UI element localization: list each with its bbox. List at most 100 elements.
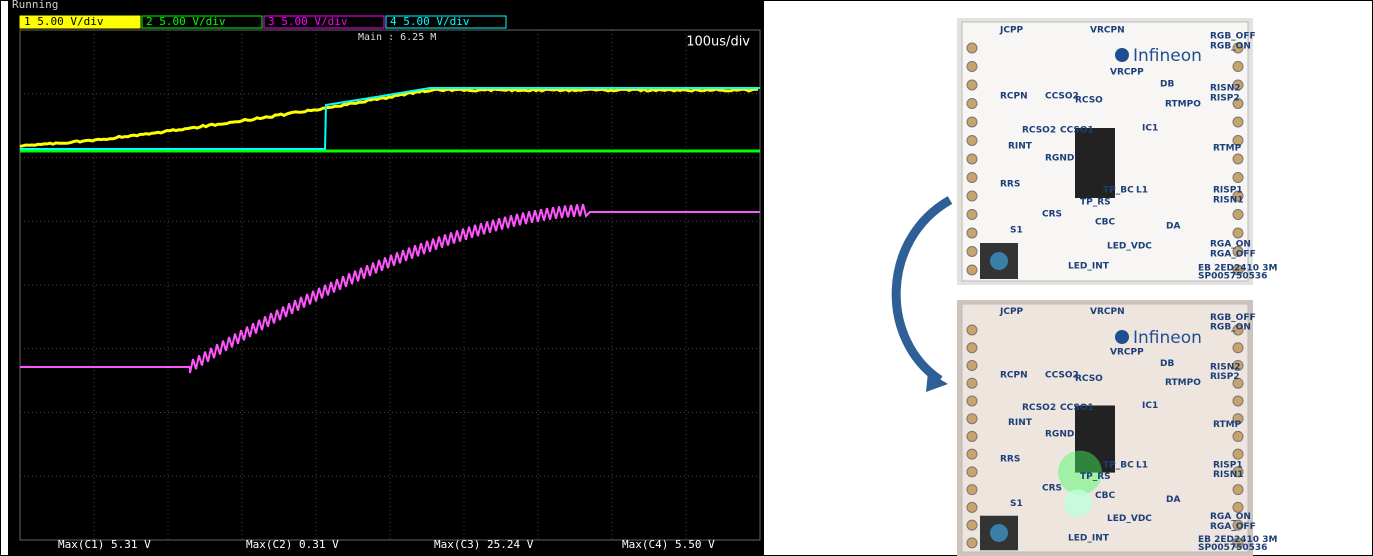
pin — [1233, 485, 1243, 495]
silkscreen-label: RISN1 — [1213, 196, 1244, 206]
button-cap — [990, 524, 1008, 542]
pin — [967, 538, 977, 548]
silkscreen-label: RCPN — [1000, 370, 1028, 380]
pin — [967, 378, 977, 388]
brand: Infineon — [1133, 328, 1202, 348]
silkscreen-label: RCSO — [1075, 96, 1103, 106]
silkscreen-label: TP_BC — [1103, 460, 1134, 470]
pin — [967, 191, 977, 201]
silkscreen-label: IC1 — [1142, 401, 1158, 411]
silkscreen-label: LED_INT — [1068, 533, 1110, 543]
silkscreen-label: RGND — [1045, 430, 1074, 440]
silkscreen-label: IC1 — [1142, 124, 1158, 134]
board-photo-off: InfineonJCPPVRCPNRGB_OFFRGB_ONVRCPPRCPNC… — [957, 18, 1277, 285]
silkscreen-label: SP005750536 — [1198, 272, 1267, 282]
silkscreen-label: RISP1 — [1213, 460, 1243, 470]
timebase: 100us/div — [686, 35, 750, 50]
pin — [967, 117, 977, 127]
silkscreen-label: DA — [1166, 222, 1180, 232]
silkscreen-label: LED_INT — [1068, 262, 1110, 272]
silkscreen-label: RGND — [1045, 154, 1074, 164]
channel-label: 3 5.00 V/div — [268, 15, 348, 28]
pin — [967, 80, 977, 90]
silkscreen-label: TP_RS — [1080, 472, 1111, 482]
measurement: Max(C2) 0.31 V — [246, 538, 339, 551]
logo-dot — [1115, 330, 1129, 344]
board-photo-on: InfineonJCPPVRCPNRGB_OFFRGB_ONVRCPPRCPNC… — [957, 300, 1277, 556]
pin — [967, 62, 977, 72]
silkscreen-label: RCSO2 — [1022, 126, 1056, 136]
silkscreen-label: VRCPN — [1090, 307, 1125, 317]
silkscreen-label: RCPN — [1000, 92, 1028, 102]
silkscreen-label: DB — [1160, 80, 1174, 90]
silkscreen-label: CRS — [1042, 210, 1062, 220]
silkscreen-label: CCSO2 — [1045, 92, 1079, 102]
pin — [1233, 396, 1243, 406]
silkscreen-label: RCSO2 — [1022, 403, 1056, 413]
pin — [967, 485, 977, 495]
pin — [1233, 228, 1243, 238]
silkscreen-label: RGA_OFF — [1210, 250, 1256, 260]
silkscreen-label: CCSO1 — [1060, 403, 1094, 413]
main-label: Main : 6.25 M — [358, 32, 436, 43]
pin — [967, 325, 977, 335]
silkscreen-label: RGA_ON — [1210, 512, 1251, 522]
pin — [967, 520, 977, 530]
silkscreen-label: CCSO1 — [1060, 126, 1094, 136]
pin — [967, 414, 977, 424]
pin — [967, 247, 977, 257]
silkscreen-label: DB — [1160, 359, 1174, 369]
silkscreen-label: RGA_OFF — [1210, 522, 1256, 532]
silkscreen-label: RGB_ON — [1210, 42, 1251, 52]
silkscreen-label: RINT — [1008, 418, 1033, 428]
silkscreen-label: RISN1 — [1213, 470, 1244, 480]
pin — [967, 43, 977, 53]
silkscreen-label: L1 — [1136, 186, 1148, 196]
measurement: Max(C4) 5.50 V — [622, 538, 715, 551]
logo-dot — [1115, 48, 1129, 62]
pin — [967, 173, 977, 183]
pin — [967, 343, 977, 353]
silkscreen-label: RISP2 — [1210, 94, 1240, 104]
pin — [1233, 154, 1243, 164]
pin — [967, 431, 977, 441]
measurement: Max(C3) 25.24 V — [434, 538, 534, 551]
silkscreen-label: CRS — [1042, 483, 1062, 493]
led-glow — [1064, 489, 1092, 517]
pin — [967, 154, 977, 164]
silkscreen-label: RISN2 — [1210, 84, 1241, 94]
pin — [1233, 343, 1243, 353]
pin — [1233, 431, 1243, 441]
silkscreen-label: JCPP — [999, 307, 1024, 317]
silkscreen-label: VRCPP — [1110, 68, 1144, 78]
silkscreen-label: S1 — [1010, 226, 1023, 236]
silkscreen-label: RRS — [1000, 180, 1020, 190]
silkscreen-label: VRCPP — [1110, 347, 1144, 357]
silkscreen-label: LED_VDC — [1107, 514, 1152, 524]
pin — [967, 449, 977, 459]
silkscreen-label: CCSO2 — [1045, 370, 1079, 380]
pin — [967, 228, 977, 238]
brand: Infineon — [1133, 46, 1202, 66]
pin — [967, 396, 977, 406]
scope-screen — [8, 0, 764, 556]
silkscreen-label: RCSO — [1075, 374, 1103, 384]
page: Running Main : 6.25 M 100us/div 1 5.00 V… — [0, 0, 1373, 556]
figure: Running Main : 6.25 M 100us/div 1 5.00 V… — [0, 0, 1373, 556]
silkscreen-label: RGA_ON — [1210, 240, 1251, 250]
silkscreen-label: L1 — [1136, 460, 1148, 470]
status: Running — [12, 0, 58, 11]
pin — [1233, 449, 1243, 459]
silkscreen-label: RISP2 — [1210, 372, 1240, 382]
pin — [1233, 117, 1243, 127]
silkscreen-label: JCPP — [999, 26, 1024, 36]
silkscreen-label: RGB_ON — [1210, 322, 1251, 332]
channel-label: 4 5.00 V/div — [390, 15, 470, 28]
pin — [1233, 173, 1243, 183]
silkscreen-label: RRS — [1000, 455, 1020, 465]
measurement: Max(C1) 5.31 V — [58, 538, 151, 551]
silkscreen-label: CBC — [1095, 218, 1115, 228]
silkscreen-label: S1 — [1010, 499, 1023, 509]
button-cap — [990, 252, 1008, 270]
silkscreen-label: DA — [1166, 495, 1180, 505]
